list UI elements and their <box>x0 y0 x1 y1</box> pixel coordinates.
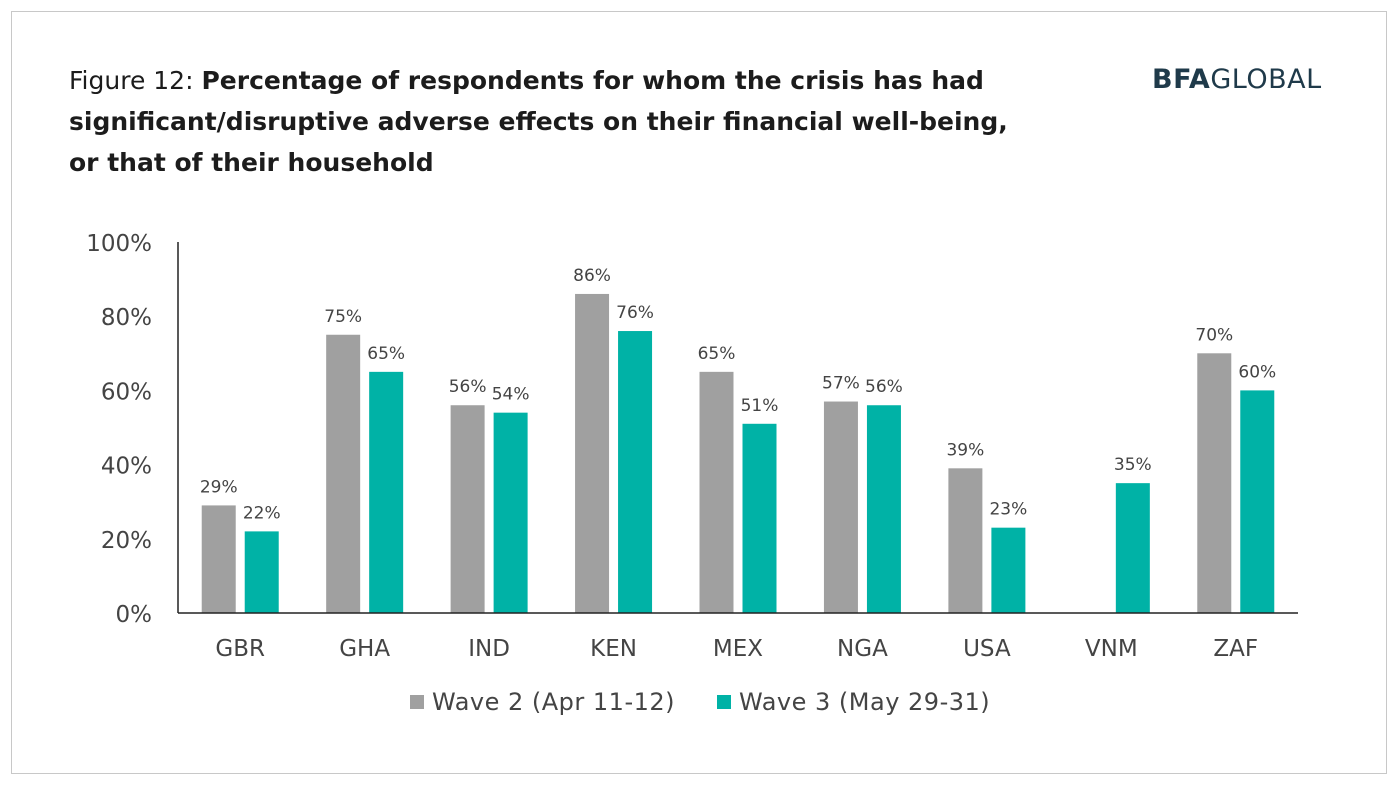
bfa-global-logo: BFAGLOBAL <box>1152 64 1322 95</box>
y-tick-label: 0% <box>116 602 153 628</box>
y-tick-label: 100% <box>86 231 152 257</box>
y-tick-label: 40% <box>101 454 152 480</box>
data-label: 57% <box>822 374 860 394</box>
bar-ken-wave3 <box>618 331 653 613</box>
bar-zaf-wave3 <box>1240 390 1275 613</box>
figure-prefix: Figure 12: <box>69 66 202 95</box>
legend-item-wave3: Wave 3 (May 29-31) <box>717 688 990 716</box>
bar-vnm-wave3 <box>1115 483 1150 613</box>
chart-legend: Wave 2 (Apr 11-12) Wave 3 (May 29-31) <box>410 688 1032 716</box>
data-label: 56% <box>865 377 903 397</box>
data-label: 35% <box>1114 455 1152 475</box>
x-tick-label: GHA <box>339 636 390 662</box>
legend-swatch-wave3 <box>717 695 732 709</box>
bar-nga-wave3 <box>866 405 901 613</box>
x-tick-label: VNM <box>1085 636 1138 662</box>
data-label: 54% <box>492 385 530 405</box>
legend-swatch-wave2 <box>410 695 424 709</box>
bar-gha-wave2 <box>326 334 361 613</box>
x-tick-label: KEN <box>590 636 637 662</box>
data-label: 22% <box>243 503 281 523</box>
bar-nga-wave2 <box>823 401 858 613</box>
x-tick-label: ZAF <box>1213 636 1258 662</box>
legend-label-wave2: Wave 2 (Apr 11-12) <box>432 688 676 716</box>
data-label: 60% <box>1238 362 1276 382</box>
x-tick-label: MEX <box>713 636 763 662</box>
y-tick-label: 20% <box>101 528 152 554</box>
figure-title-text: Percentage of respondents for whom the c… <box>69 66 1008 177</box>
data-label: 51% <box>741 396 779 416</box>
logo-regular-part: GLOBAL <box>1210 64 1322 95</box>
legend-label-wave3: Wave 3 (May 29-31) <box>739 688 991 716</box>
figure-title: Figure 12: Percentage of respondents for… <box>69 60 1029 183</box>
data-label: 39% <box>946 440 984 460</box>
data-label: 65% <box>698 344 736 364</box>
bar-mex-wave3 <box>742 423 777 613</box>
bar-ind-wave2 <box>450 405 485 613</box>
x-tick-label: IND <box>468 636 510 662</box>
bar-mex-wave2 <box>699 371 734 613</box>
bar-gha-wave3 <box>369 371 404 613</box>
data-label: 70% <box>1195 325 1233 345</box>
bar-ind-wave3 <box>493 412 528 613</box>
data-label: 56% <box>449 377 487 397</box>
bar-gbr-wave2 <box>201 505 236 613</box>
data-label: 29% <box>200 477 238 497</box>
data-label: 23% <box>989 500 1027 520</box>
bar-ken-wave2 <box>575 293 610 613</box>
data-label: 76% <box>616 303 654 323</box>
data-label: 86% <box>573 266 611 286</box>
y-tick-label: 80% <box>101 305 152 331</box>
bar-zaf-wave2 <box>1197 353 1232 613</box>
x-tick-label: GBR <box>215 636 265 662</box>
logo-bold-part: BFA <box>1152 64 1211 95</box>
data-label: 65% <box>367 344 405 364</box>
legend-item-wave2: Wave 2 (Apr 11-12) <box>410 688 675 716</box>
y-tick-label: 60% <box>101 379 152 405</box>
x-tick-label: NGA <box>837 636 888 662</box>
bar-usa-wave3 <box>991 527 1026 613</box>
bar-gbr-wave3 <box>244 531 279 613</box>
x-tick-label: USA <box>963 636 1011 662</box>
data-label: 75% <box>324 307 362 327</box>
figure-frame <box>11 11 1387 774</box>
bar-usa-wave2 <box>948 468 983 613</box>
